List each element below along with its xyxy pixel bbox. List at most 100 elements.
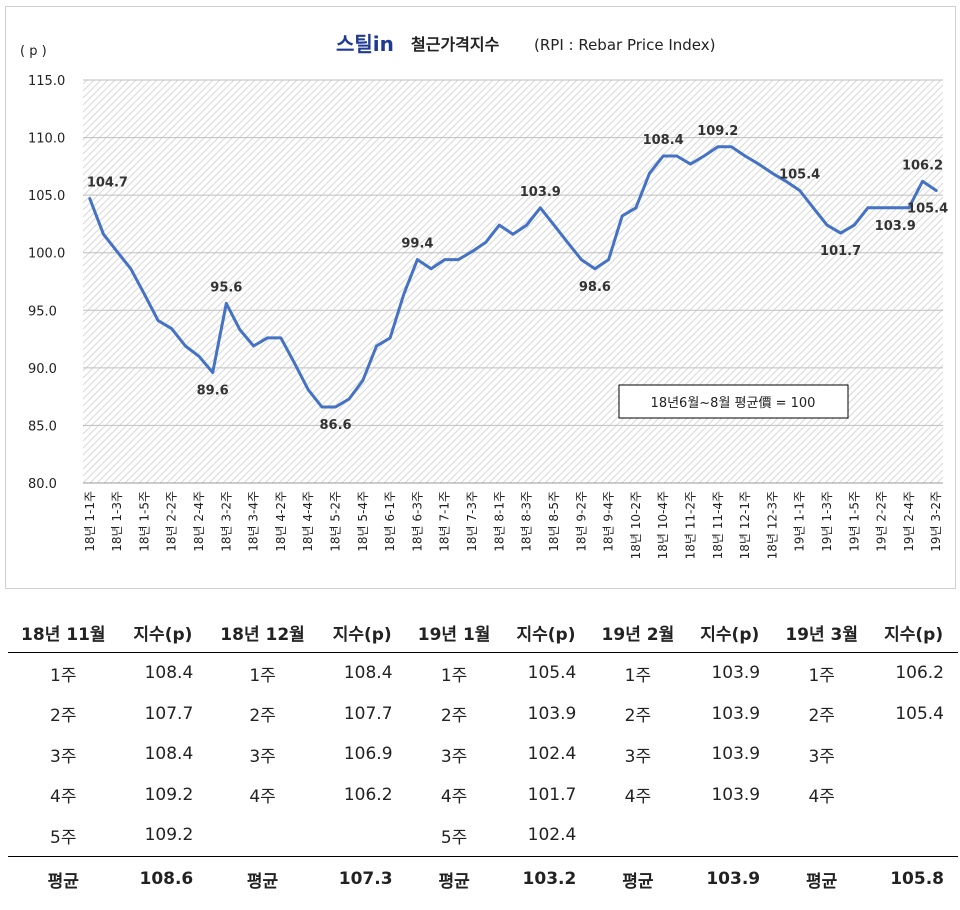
week-cell: 1주 [808,665,835,686]
data-point [184,344,187,348]
average-label-cell: 평균 [8,855,119,902]
index-value-cell [318,815,407,856]
data-label: 103.9 [520,185,561,200]
data-point [525,223,528,227]
week-cell: 4주 [249,787,276,808]
x-tick-label: 18년 5-2주 [329,491,343,552]
data-point [129,267,132,271]
data-label: 101.7 [820,244,861,259]
index-value-cell: 108.4 [144,663,194,684]
y-tick-label: 85.0 [28,419,57,434]
average-value-cell: 103.2 [501,855,591,902]
data-point [702,154,706,158]
data-point [552,223,556,227]
chart-title-text: 철근가격지수 [411,35,500,54]
table-header-cell: 지수(p) [118,612,208,653]
data-label: 109.2 [697,124,738,139]
data-point [279,336,283,340]
week-cell: 3주 [50,746,77,767]
data-point [894,206,897,210]
table-header-cell: 19년 3월 [774,612,870,653]
data-point [634,206,638,210]
data-point [539,206,542,210]
index-value-cell [869,734,958,775]
table-header-cell: 19년 1월 [406,612,502,653]
x-tick-label: 19년 1-3주 [820,491,834,552]
brand-logo: 스틸in [336,32,394,56]
data-point [798,189,801,192]
week-cell: 3주 [440,746,468,767]
table-header-cell: 19년 2월 [590,612,686,653]
data-point [170,327,173,330]
data-point [607,258,610,261]
table-row: 3주 108.4 3주 106.9 3주 102.4 3주 103.9 3주 [8,734,958,775]
data-point [593,267,597,271]
index-value-cell [685,815,774,856]
data-point [661,154,665,158]
index-value-cell: 107.7 [343,703,393,724]
x-tick-label: 18년 9-4주 [602,491,616,552]
index-value-cell: 103.9 [527,703,577,724]
x-tick-label: 18년 8-5주 [547,491,561,552]
x-tick-label: 18년 7-1주 [438,491,452,552]
data-point [689,162,692,166]
series-line [88,145,938,409]
index-value-cell: 106.2 [895,663,944,684]
week-cell: 2주 [249,706,276,727]
index-value-cell [869,775,958,816]
data-label: 106.2 [902,158,943,173]
week-cell: 4주 [808,787,835,808]
index-value-cell: 103.9 [711,744,761,765]
table-header-cell: 지수(p) [317,612,407,653]
data-label: 89.6 [197,383,229,398]
week-cell [207,815,318,856]
data-point [771,172,774,175]
table-header-cell: 18년 11월 [8,612,119,653]
average-row: 평균 108.6 평균 107.3 평균 103.2 평균 103.9 평균 105.8 [8,855,958,902]
index-value-cell: 109.2 [144,784,194,805]
data-point [266,336,269,340]
average-value-cell: 105.8 [869,855,958,902]
data-point [743,154,747,158]
index-value-cell: 101.7 [527,784,577,805]
data-point [457,258,460,261]
data-label: 108.4 [643,133,684,148]
table-row: 4주 109.2 4주 106.2 4주 101.7 4주 103.9 4주 [8,775,958,816]
week-cell: 2주 [50,706,77,727]
x-tick-label: 19년 3-2주 [929,491,943,552]
average-label-cell: 평균 [207,855,318,902]
data-label: 86.6 [320,418,352,433]
week-cell: 4주 [624,787,652,808]
index-value-cell: 108.4 [343,663,393,684]
data-label: 104.7 [87,176,128,191]
index-value-cell: 103.9 [711,784,761,805]
chart-title: 스틸in 철근가격지수 (RPI : Rebar Price Index) [336,32,715,56]
x-tick-label: 18년 3-2주 [219,491,233,552]
x-tick-label: 18년 5-4주 [356,491,370,552]
average-label-cell: 평균 [406,855,502,902]
x-tick-label: 19년 2-4주 [902,491,916,552]
x-tick-label: 18년 12-3주 [765,491,779,559]
week-cell [590,815,685,856]
data-point [812,206,815,210]
data-point [429,267,433,271]
x-tick-label: 18년 7-3주 [465,491,479,552]
week-cell: 1주 [440,665,468,686]
table-row: 2주 107.7 2주 107.7 2주 103.9 2주 103.9 2주 105.4 [8,694,958,735]
table-header-cell: 지수(p) [501,612,591,653]
average-label-cell: 평균 [774,855,870,902]
data-point [197,355,201,358]
week-cell: 3주 [249,746,276,767]
index-value-cell: 102.4 [527,825,577,846]
note-text: 18년6월~8월 평균價 = 100 [651,396,816,411]
data-point [730,145,733,148]
data-point [921,180,924,183]
average-label-cell: 평균 [590,855,686,902]
x-tick-label: 18년 10-2주 [629,491,643,559]
x-tick-label: 18년 12-1주 [738,491,752,559]
data-label: 103.9 [875,219,916,234]
index-value-cell: 107.7 [144,703,194,724]
x-tick-label: 18년 1-3주 [110,491,124,552]
x-tick-label: 18년 6-1주 [383,491,397,552]
index-value-cell: 105.4 [895,703,944,724]
